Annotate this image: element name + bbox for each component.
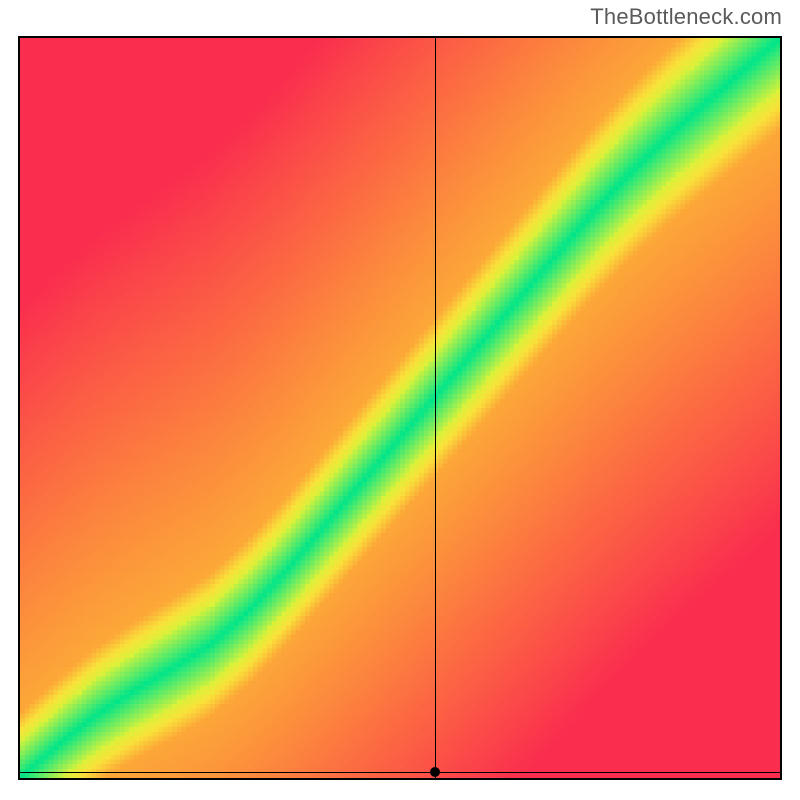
watermark-text: TheBottleneck.com (590, 4, 782, 30)
crosshair-horizontal-line (20, 772, 780, 773)
root-container: TheBottleneck.com (0, 0, 800, 800)
crosshair-vertical-line (435, 38, 436, 778)
plot-frame (18, 36, 782, 780)
crosshair-marker-dot (430, 767, 440, 777)
bottleneck-heatmap (20, 38, 780, 778)
